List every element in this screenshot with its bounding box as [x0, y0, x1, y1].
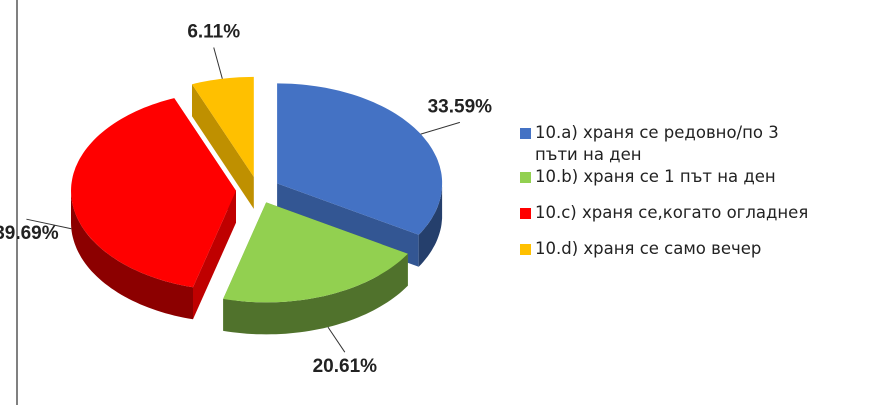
- slice-side: [71, 190, 193, 320]
- legend-swatch: [520, 128, 531, 139]
- slice: [192, 76, 254, 177]
- data-label: 20.61%: [313, 356, 378, 377]
- data-label: 6.11%: [187, 21, 240, 42]
- legend-label: 10.d) храня се само вечер: [535, 239, 762, 258]
- legend-item: 10.a) храня се редовно/по 3 пъти на ден: [520, 122, 880, 166]
- leader-line: [327, 326, 346, 353]
- legend: 10.a) храня се редовно/по 3 пъти на ден 1…: [520, 122, 880, 260]
- slice-wall: [192, 84, 254, 209]
- legend-swatch: [520, 208, 531, 219]
- legend-swatch: [520, 172, 531, 183]
- slice: [277, 83, 443, 235]
- data-label: 33.59%: [428, 96, 493, 117]
- data-label: 39.69%: [0, 223, 59, 244]
- slice-wall: [193, 190, 236, 320]
- legend-label: 10.c) храня се,когато огладнея: [535, 203, 809, 222]
- legend-label: 10.b) храня се 1 път на ден: [535, 167, 776, 186]
- legend-item: 10.d) храня се само вечер: [520, 238, 880, 260]
- legend-label: 10.a) храня се редовно/по 3 пъти на ден: [535, 123, 779, 164]
- slice: [71, 98, 236, 288]
- slice: [223, 202, 408, 303]
- legend-item: 10.c) храня се,когато огладнея: [520, 202, 880, 224]
- slice-side: [418, 183, 443, 267]
- legend-item: 10.b) храня се 1 път на ден: [520, 166, 880, 188]
- legend-swatch: [520, 244, 531, 255]
- leader-line: [213, 47, 223, 79]
- leader-line: [26, 218, 72, 230]
- leader-line: [420, 121, 460, 135]
- slice-side: [223, 253, 408, 335]
